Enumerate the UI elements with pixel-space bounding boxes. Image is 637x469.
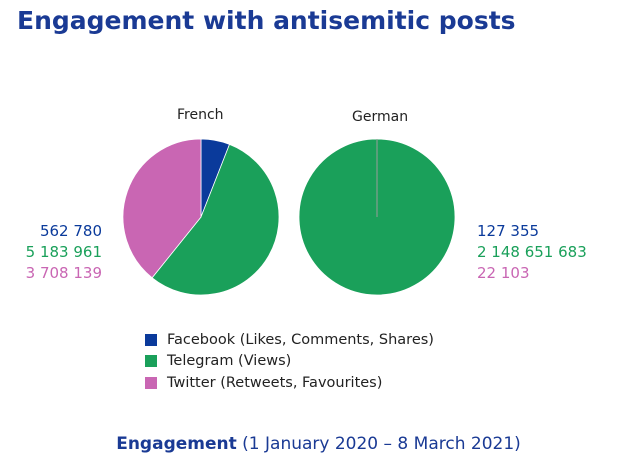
value-label-telegram: 2 148 651 683	[477, 243, 587, 261]
chart-caption: Engagement (1 January 2020 – 8 March 202…	[0, 434, 637, 454]
pie-chart-french	[122, 138, 280, 296]
legend-label-twitter: Twitter (Retweets, Favourites)	[167, 374, 383, 391]
value-label-facebook: 562 780	[39, 222, 102, 240]
value-label-twitter: 22 103	[477, 264, 530, 282]
pie-slice-telegram	[151, 143, 280, 296]
legend-label-telegram: Telegram (Views)	[167, 353, 292, 370]
caption-period: (1 January 2020 – 8 March 2021)	[242, 434, 521, 454]
pie-title-french: French	[177, 107, 224, 123]
legend-swatch-twitter	[145, 376, 157, 389]
value-label-facebook: 127 355	[477, 222, 540, 240]
value-labels-french: 562 780 5 183 961 3 708 139	[26, 221, 102, 284]
pie-slice-twitter	[122, 138, 202, 279]
value-label-twitter: 3 708 139	[25, 264, 102, 282]
chart-title: Engagement with antisemitic posts	[17, 6, 516, 35]
legend-item-facebook: Facebook (Likes, Comments, Shares)	[145, 329, 434, 351]
legend-swatch-facebook	[145, 333, 157, 346]
caption-strong: Engagement	[116, 434, 237, 454]
pie-chart-german	[298, 138, 456, 296]
pie-title-german: German	[352, 109, 409, 125]
legend-label-facebook: Facebook (Likes, Comments, Shares)	[167, 331, 434, 348]
legend-item-telegram: Telegram (Views)	[145, 351, 434, 373]
value-labels-german: 127 355 2 148 651 683 22 103	[477, 221, 587, 284]
legend-swatch-telegram	[145, 355, 157, 368]
legend: Facebook (Likes, Comments, Shares) Teleg…	[145, 329, 434, 394]
value-label-telegram: 5 183 961	[25, 243, 102, 261]
legend-item-twitter: Twitter (Retweets, Favourites)	[145, 372, 434, 394]
